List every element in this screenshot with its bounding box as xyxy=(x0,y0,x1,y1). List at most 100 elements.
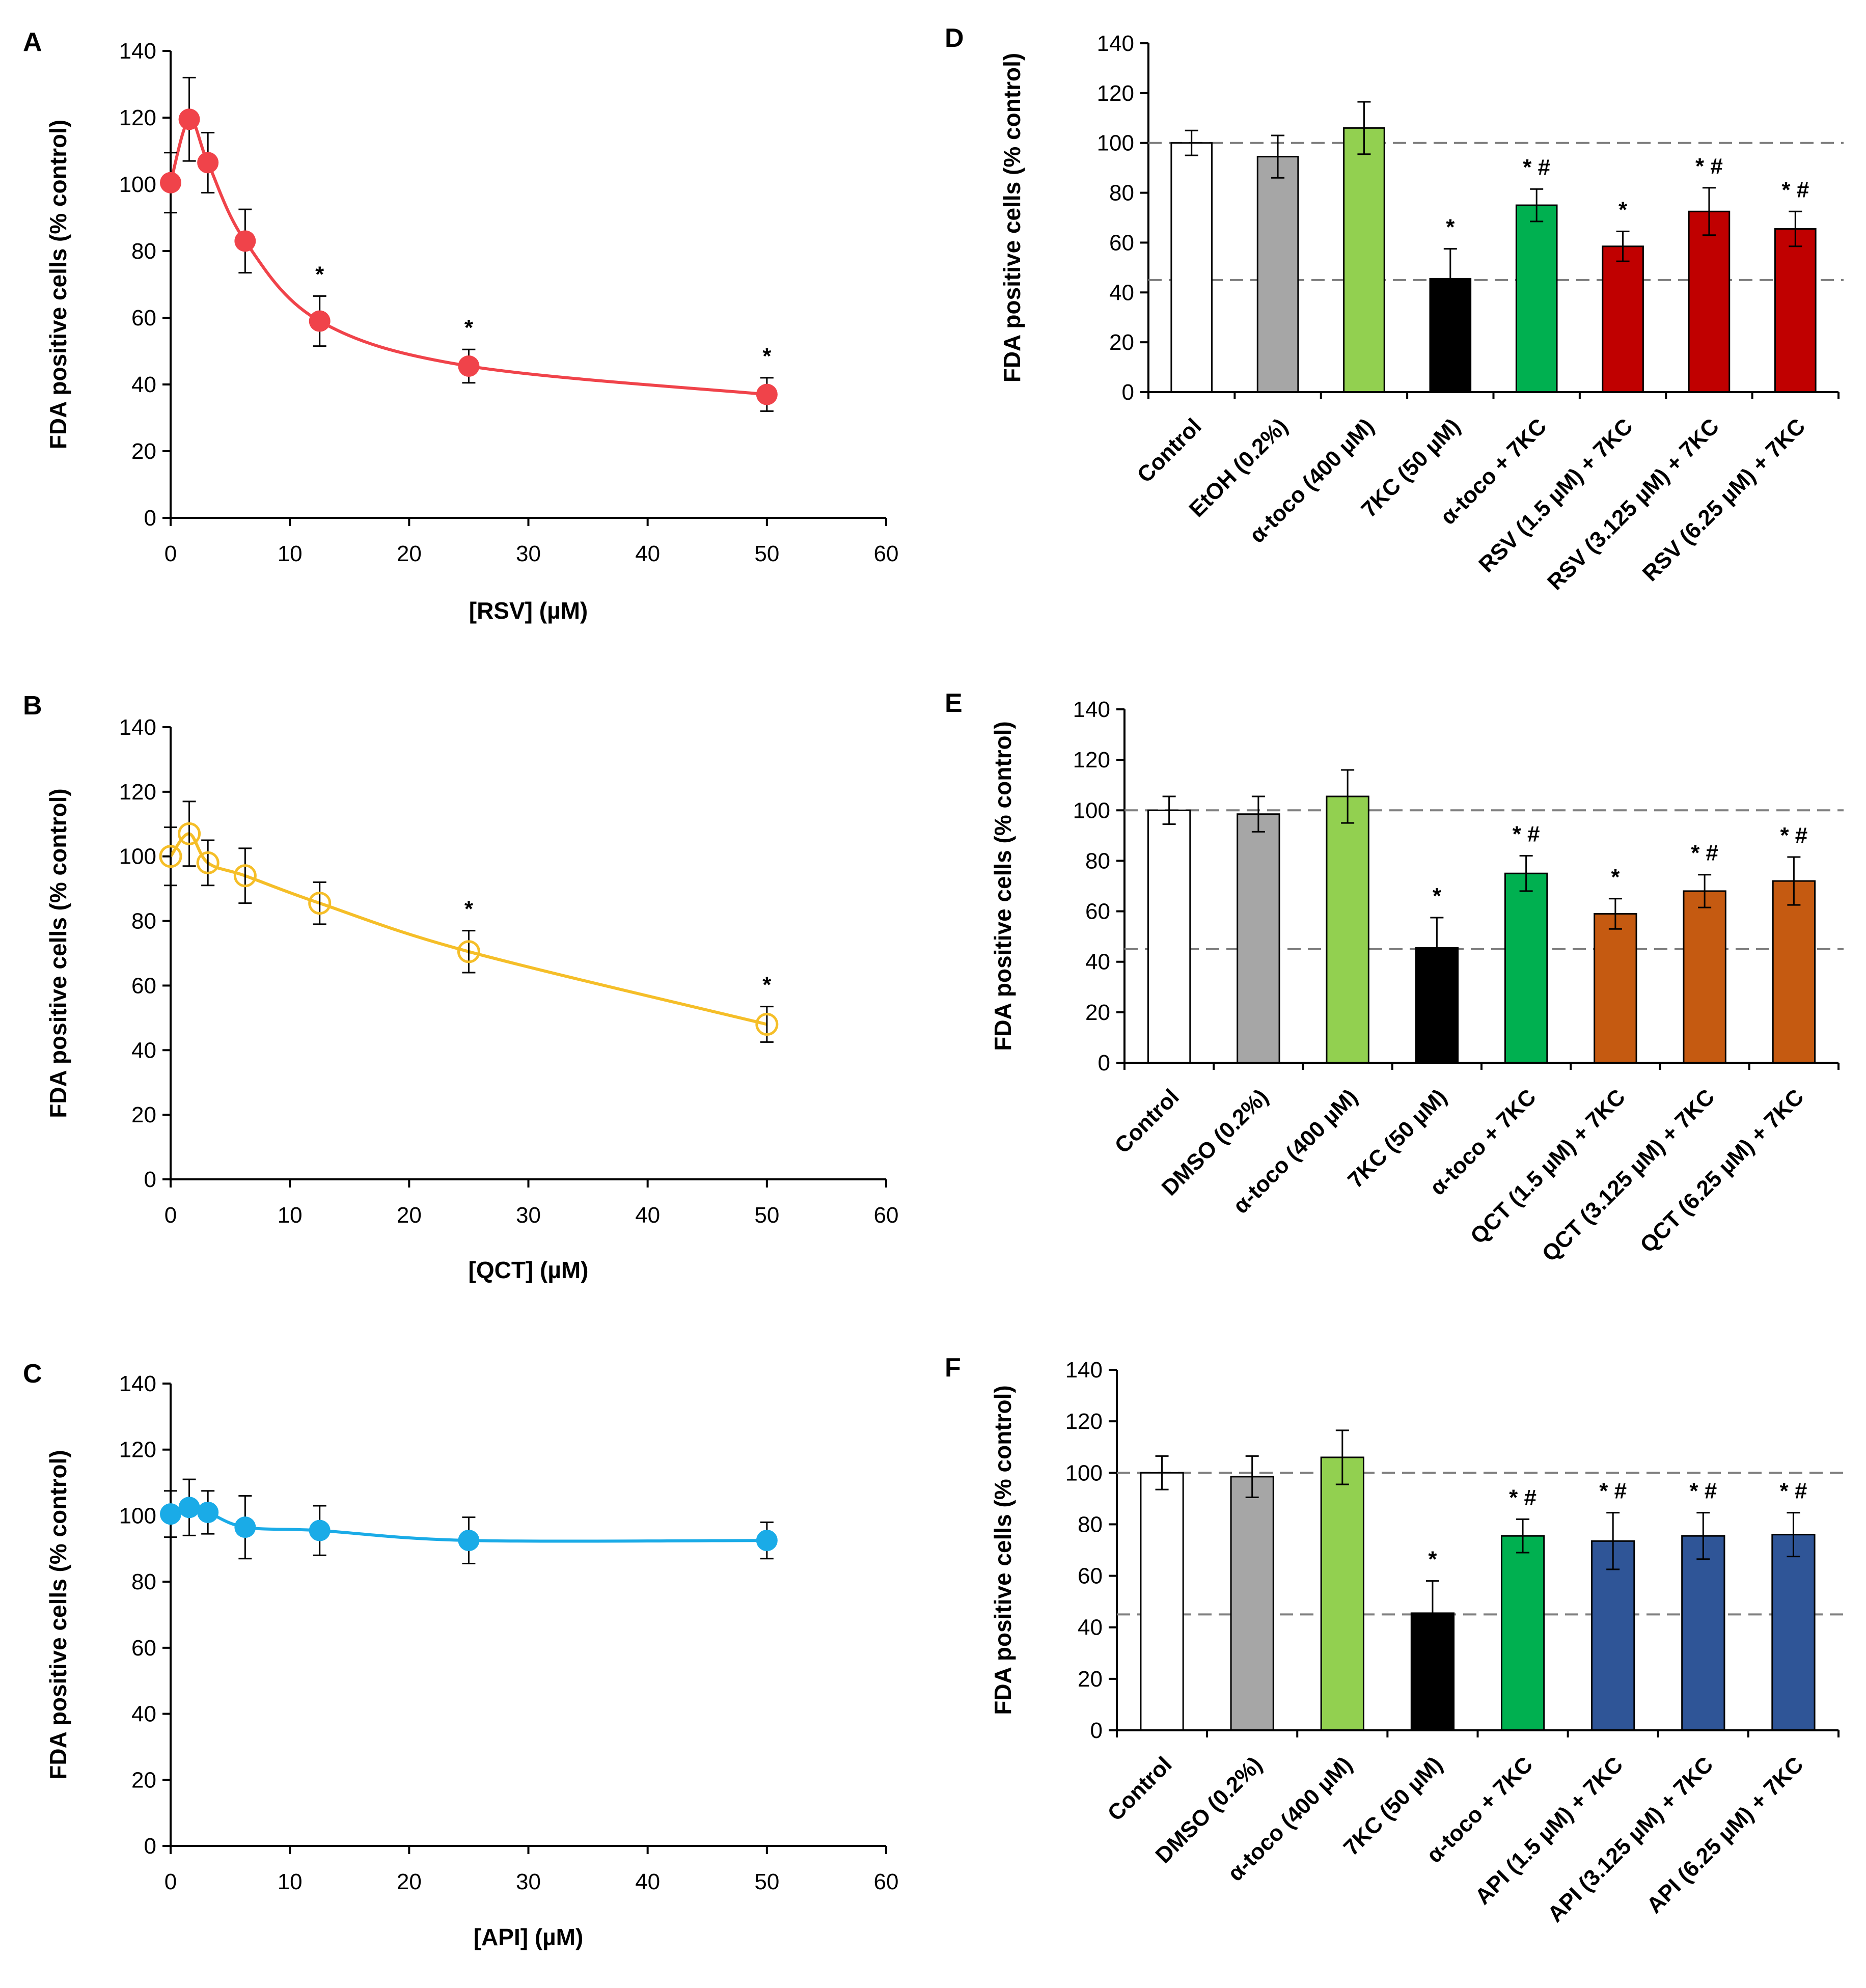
panel-letter: B xyxy=(23,691,42,721)
y-tick-label: 20 xyxy=(1085,1000,1110,1025)
y-tick-label: 20 xyxy=(1109,330,1134,355)
y-tick-label: 80 xyxy=(1109,181,1134,206)
y-tick-label: 100 xyxy=(1065,1460,1103,1485)
significance-label: * # xyxy=(1599,1479,1627,1504)
bar xyxy=(1515,204,1558,393)
y-tick-label: 0 xyxy=(1122,380,1134,405)
y-tick-label: 100 xyxy=(119,1503,156,1528)
x-tick-label: 60 xyxy=(874,541,899,566)
x-tick-label: 20 xyxy=(397,541,422,566)
y-tick-label: 120 xyxy=(1097,81,1134,106)
category-label: QCT (1.5 µM) + 7KC xyxy=(1466,1084,1630,1249)
data-point xyxy=(756,1530,778,1552)
y-tick-label: 140 xyxy=(1097,31,1134,56)
significance-label: * xyxy=(762,973,772,998)
data-point xyxy=(234,1516,256,1538)
y-tick-label: 0 xyxy=(144,506,156,531)
x-tick-label: 20 xyxy=(397,1203,422,1228)
data-point xyxy=(178,108,200,130)
bar xyxy=(1591,1540,1635,1731)
significance-label: * # xyxy=(1695,154,1723,179)
bar xyxy=(1140,1472,1184,1731)
data-point xyxy=(159,845,182,868)
y-tick-label: 40 xyxy=(131,372,156,397)
y-tick-label: 100 xyxy=(119,172,156,197)
y-axis-title: FDA positive cells (% control) xyxy=(990,1385,1016,1715)
data-point xyxy=(178,1497,200,1518)
significance-label: * # xyxy=(1509,1485,1536,1510)
x-axis-title: [QCT] (µM) xyxy=(469,1257,589,1283)
x-axis-title: [API] (µM) xyxy=(474,1924,584,1950)
y-tick-label: 100 xyxy=(119,844,156,869)
panel-F: F 0 20 40 60 80 100 120 140 FDA positive cells (%… xyxy=(945,1353,1844,1927)
y-tick-label: 120 xyxy=(119,780,156,805)
category-label: API (6.25 µM) + 7KC xyxy=(1642,1752,1808,1918)
data-point xyxy=(234,230,256,252)
significance-label: * xyxy=(1611,865,1620,890)
bar xyxy=(1594,913,1637,1064)
x-tick-label: 0 xyxy=(164,541,177,566)
y-axis-title: FDA positive cells (% control) xyxy=(999,53,1025,383)
x-axis-title: [RSV] (µM) xyxy=(469,597,588,624)
y-tick-label: 60 xyxy=(131,306,156,330)
significance-label: * # xyxy=(1780,823,1807,848)
y-axis-title: FDA positive cells (% control) xyxy=(45,1450,71,1780)
y-tick-label: 20 xyxy=(1078,1667,1103,1692)
significance-label: * # xyxy=(1781,177,1809,202)
y-tick-label: 60 xyxy=(1078,1564,1103,1589)
x-tick-label: 20 xyxy=(397,1869,422,1894)
bar xyxy=(1230,1476,1274,1731)
category-label: Control xyxy=(1103,1752,1176,1826)
y-tick-label: 140 xyxy=(1073,697,1110,722)
y-tick-label: 0 xyxy=(144,1167,156,1192)
data-point xyxy=(756,383,778,405)
x-tick-label: 50 xyxy=(754,1203,779,1228)
category-label: API (1.5 µM) + 7KC xyxy=(1470,1752,1628,1909)
x-tick-label: 10 xyxy=(278,541,303,566)
y-tick-label: 120 xyxy=(119,1438,156,1462)
y-tick-label: 60 xyxy=(131,973,156,998)
x-tick-label: 40 xyxy=(635,1203,660,1228)
y-tick-label: 60 xyxy=(1085,899,1110,924)
bar xyxy=(1320,1456,1364,1731)
y-tick-label: 40 xyxy=(1085,950,1110,975)
y-tick-label: 120 xyxy=(1065,1409,1103,1434)
x-tick-label: 10 xyxy=(278,1203,303,1228)
significance-label: * xyxy=(464,897,474,922)
bar xyxy=(1681,1535,1725,1731)
bar xyxy=(1500,1535,1545,1731)
y-tick-label: 140 xyxy=(1065,1358,1103,1383)
significance-label: * xyxy=(762,344,772,369)
y-axis-title: FDA positive cells (% control) xyxy=(990,721,1016,1051)
bar xyxy=(1774,228,1817,393)
category-label: RSV (3.125 µM) + 7KC xyxy=(1543,413,1724,595)
panel-letter: A xyxy=(23,27,42,57)
bar xyxy=(1771,1534,1816,1731)
x-tick-label: 0 xyxy=(164,1869,177,1894)
x-tick-label: 40 xyxy=(635,541,660,566)
x-tick-label: 30 xyxy=(516,541,541,566)
bar xyxy=(1343,127,1385,393)
y-tick-label: 20 xyxy=(131,1768,156,1792)
x-tick-label: 60 xyxy=(874,1869,899,1894)
significance-label: * # xyxy=(1780,1479,1807,1504)
x-tick-label: 30 xyxy=(516,1869,541,1894)
data-point xyxy=(308,892,332,915)
y-tick-label: 140 xyxy=(119,1371,156,1396)
panel-letter: F xyxy=(945,1353,961,1383)
bar xyxy=(1326,795,1369,1064)
category-label: QCT (6.25 µM) + 7KC xyxy=(1635,1084,1808,1257)
bar xyxy=(1504,872,1548,1064)
y-tick-label: 140 xyxy=(119,39,156,64)
x-tick-label: 50 xyxy=(754,541,779,566)
data-point xyxy=(160,172,181,194)
significance-label: * xyxy=(315,262,324,287)
x-tick-label: 30 xyxy=(516,1203,541,1228)
y-tick-label: 120 xyxy=(1073,748,1110,772)
panel-letter: E xyxy=(945,688,963,718)
y-tick-label: 80 xyxy=(1085,848,1110,873)
x-tick-label: 60 xyxy=(874,1203,899,1228)
